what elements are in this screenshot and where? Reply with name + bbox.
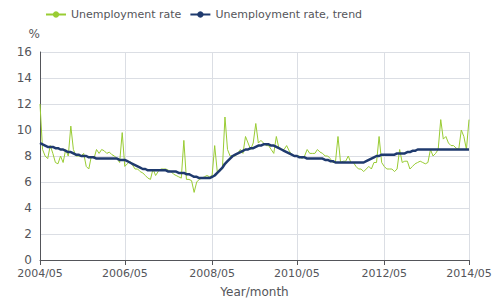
svg-text:14: 14 xyxy=(17,71,32,85)
svg-text:8: 8 xyxy=(24,149,32,163)
svg-text:12: 12 xyxy=(17,97,32,111)
svg-text:Year/month: Year/month xyxy=(219,285,288,299)
svg-text:%: % xyxy=(29,27,40,41)
svg-text:2008/05: 2008/05 xyxy=(189,267,235,280)
svg-text:4: 4 xyxy=(24,201,32,215)
svg-text:6: 6 xyxy=(24,175,32,189)
svg-text:16: 16 xyxy=(17,45,32,59)
svg-text:Unemployment rate: Unemployment rate xyxy=(71,8,182,21)
svg-text:2012/05: 2012/05 xyxy=(361,267,407,280)
svg-text:10: 10 xyxy=(17,123,32,137)
svg-text:0: 0 xyxy=(24,253,32,267)
svg-text:2010/05: 2010/05 xyxy=(274,267,320,280)
svg-text:2006/05: 2006/05 xyxy=(102,267,148,280)
svg-text:Unemployment rate, trend: Unemployment rate, trend xyxy=(215,8,362,21)
svg-text:2: 2 xyxy=(24,227,32,241)
svg-text:2004/05: 2004/05 xyxy=(17,267,63,280)
svg-text:2014/05: 2014/05 xyxy=(446,267,492,280)
